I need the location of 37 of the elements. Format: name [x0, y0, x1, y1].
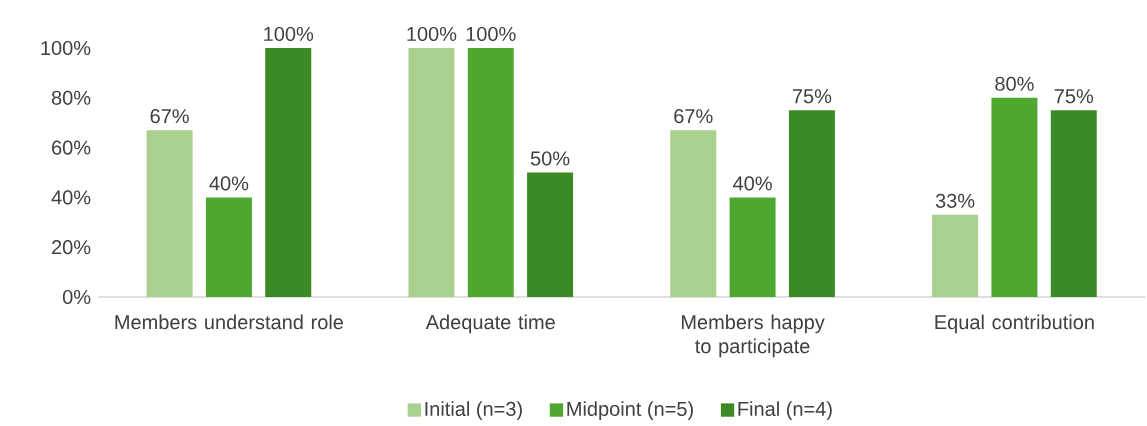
- x-tick-label: Members happy to participate: [681, 314, 825, 358]
- data-label: 67%: [674, 109, 713, 124]
- data-label: 100%: [264, 26, 314, 42]
- legend-label: Final (n=4): [738, 401, 832, 420]
- bar: [729, 197, 776, 297]
- bar: [788, 110, 835, 297]
- data-label: 50%: [530, 151, 570, 166]
- y-tick-label: 100%: [41, 40, 91, 56]
- data-label: 67%: [150, 109, 189, 124]
- x-tick-label: Adequate time: [425, 314, 555, 334]
- data-label: 40%: [209, 176, 249, 191]
- y-tick-label: 0%: [62, 289, 91, 305]
- y-tick-label: 60%: [52, 140, 91, 155]
- y-tick-label: 20%: [52, 240, 91, 255]
- bar: [991, 97, 1038, 297]
- x-tick-label: Equal contribution: [935, 314, 1094, 334]
- x-tick-label: Members understand role: [115, 314, 344, 330]
- bar: [932, 214, 979, 297]
- y-tick-label: 80%: [51, 90, 91, 105]
- data-label: 75%: [792, 89, 832, 104]
- bar: [205, 197, 252, 297]
- data-label: 100%: [466, 26, 516, 42]
- data-label: 33%: [935, 193, 975, 208]
- bar: [408, 48, 455, 297]
- bar: [265, 48, 312, 297]
- bar: [670, 130, 717, 297]
- data-label: 100%: [407, 26, 457, 42]
- legend-label: Midpoint (n=5): [567, 401, 693, 420]
- legend-label: Initial (n=3): [425, 401, 522, 420]
- data-label: 40%: [733, 176, 772, 191]
- y-tick-label: 40%: [51, 190, 91, 205]
- data-label: 75%: [1054, 89, 1094, 104]
- data-label: 80%: [995, 76, 1034, 91]
- bar: [1050, 110, 1097, 297]
- bar: [527, 172, 574, 297]
- bar: [467, 48, 514, 297]
- bar: [146, 130, 193, 297]
